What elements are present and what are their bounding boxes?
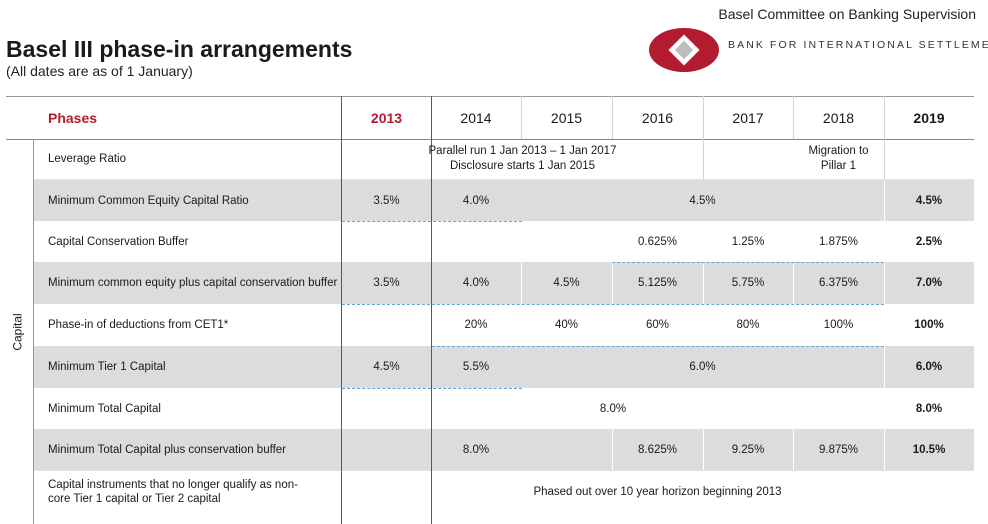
cell-value: 8.625%	[637, 443, 677, 456]
column-divider	[33, 139, 34, 524]
cell-final: 7.0%	[915, 277, 943, 289]
cell-value: 8.0%	[462, 443, 490, 456]
cell-value: 3.5%	[373, 194, 400, 207]
column-divider	[703, 96, 704, 179]
row-band	[34, 429, 974, 470]
phase-dash	[342, 221, 522, 222]
cell-value: 4.5%	[373, 361, 400, 373]
row-band	[34, 346, 974, 388]
cell-value: 5.5%	[462, 361, 490, 373]
column-divider	[793, 96, 794, 139]
cell-value: 5.125%	[637, 277, 677, 289]
page-title: Basel III phase-in arrangements	[6, 36, 353, 62]
column-divider	[703, 262, 704, 304]
cell-value: 4.0%	[462, 277, 490, 289]
cell-value: 60%	[645, 319, 670, 331]
cell-value: 4.5%	[553, 277, 580, 289]
cell-value: 20%	[464, 319, 488, 331]
page-subtitle: (All dates are as of 1 January)	[6, 63, 193, 79]
row-label-capital-instruments: Capital instruments that no longer quali…	[48, 479, 298, 505]
phase-dash	[432, 346, 884, 347]
cell-value: 0.625%	[637, 235, 677, 248]
row-label-cet1-deductions: Phase-in of deductions from CET1*	[48, 319, 229, 331]
cell-value: 9.875%	[818, 443, 858, 456]
bis-logo-icon	[648, 26, 720, 79]
header-bottom-rule	[6, 139, 974, 140]
row-label-min-ce-ratio: Minimum Common Equity Capital Ratio	[48, 194, 249, 207]
column-divider	[793, 429, 794, 470]
row-band	[34, 262, 974, 304]
cell-final: 4.5%	[915, 194, 943, 207]
row-rule	[34, 470, 974, 471]
cell-value: 3.5%	[373, 277, 400, 289]
cell-value: 9.25%	[731, 443, 765, 456]
year-2018: 2018	[822, 109, 855, 126]
column-divider	[884, 96, 885, 179]
capital-group-label: Capital	[11, 313, 26, 351]
cell-value: 6.375%	[818, 277, 858, 289]
row-label-min-tier1: Minimum Tier 1 Capital	[48, 361, 166, 373]
cell-final: 6.0%	[915, 361, 943, 373]
leverage-migration: Migration to Pillar 1	[808, 145, 869, 172]
row-rule	[34, 179, 974, 180]
cell-final: 10.5%	[912, 443, 946, 456]
row-label-leverage-ratio: Leverage Ratio	[48, 153, 126, 165]
column-divider	[884, 346, 885, 388]
cell-value: 6.0%	[689, 361, 716, 373]
row-label-min-total-capital: Minimum Total Capital	[48, 402, 161, 415]
year-2015: 2015	[550, 109, 583, 126]
year-2013: 2013	[370, 109, 403, 126]
year-2019: 2019	[913, 109, 945, 126]
phase-dash	[342, 304, 884, 305]
column-divider	[703, 429, 704, 470]
year-2014: 2014	[460, 109, 492, 126]
column-divider	[884, 429, 885, 470]
bis-name: BANK FOR INTERNATIONAL SETTLEMENTS	[728, 39, 988, 51]
cell-value: 1.875%	[818, 235, 858, 248]
cell-value: 1.25%	[731, 235, 765, 248]
row-band	[34, 180, 974, 221]
year-2013-highlight	[341, 96, 432, 524]
phase-dash	[612, 262, 884, 263]
year-2017: 2017	[732, 109, 764, 126]
cell-phase-out: Phased out over 10 year horizon beginnin…	[533, 486, 782, 498]
cell-value: 4.5%	[689, 194, 716, 207]
cell-value: 5.75%	[731, 277, 765, 289]
cell-value: 8.0%	[599, 402, 627, 415]
column-divider	[884, 262, 885, 304]
cell-value: 40%	[554, 319, 579, 331]
phase-dash	[342, 388, 522, 389]
cell-final: 8.0%	[915, 402, 943, 415]
cell-final: 100%	[914, 319, 944, 331]
table-top-rule	[6, 96, 974, 97]
cell-value: 100%	[823, 319, 854, 331]
committee-name: Basel Committee on Banking Supervision	[718, 6, 976, 22]
column-divider	[521, 262, 522, 304]
cell-value: 80%	[736, 319, 760, 331]
cell-value: 4.0%	[462, 194, 490, 207]
column-divider	[612, 96, 613, 139]
cell-final: 2.5%	[915, 235, 943, 248]
leverage-parallel-run: Parallel run 1 Jan 2013 – 1 Jan 2017 Dis…	[428, 145, 617, 172]
row-label-total-plus-buffer: Minimum Total Capital plus conservation …	[48, 443, 286, 456]
year-2016: 2016	[641, 109, 674, 126]
column-divider	[793, 262, 794, 304]
row-label-ce-plus-buffer: Minimum common equity plus capital conse…	[48, 277, 338, 289]
column-divider	[612, 262, 613, 304]
column-divider	[884, 180, 885, 221]
column-divider	[521, 96, 522, 139]
row-label-conservation-buffer: Capital Conservation Buffer	[48, 235, 189, 248]
column-divider	[612, 429, 613, 470]
phases-header: Phases	[48, 109, 98, 126]
